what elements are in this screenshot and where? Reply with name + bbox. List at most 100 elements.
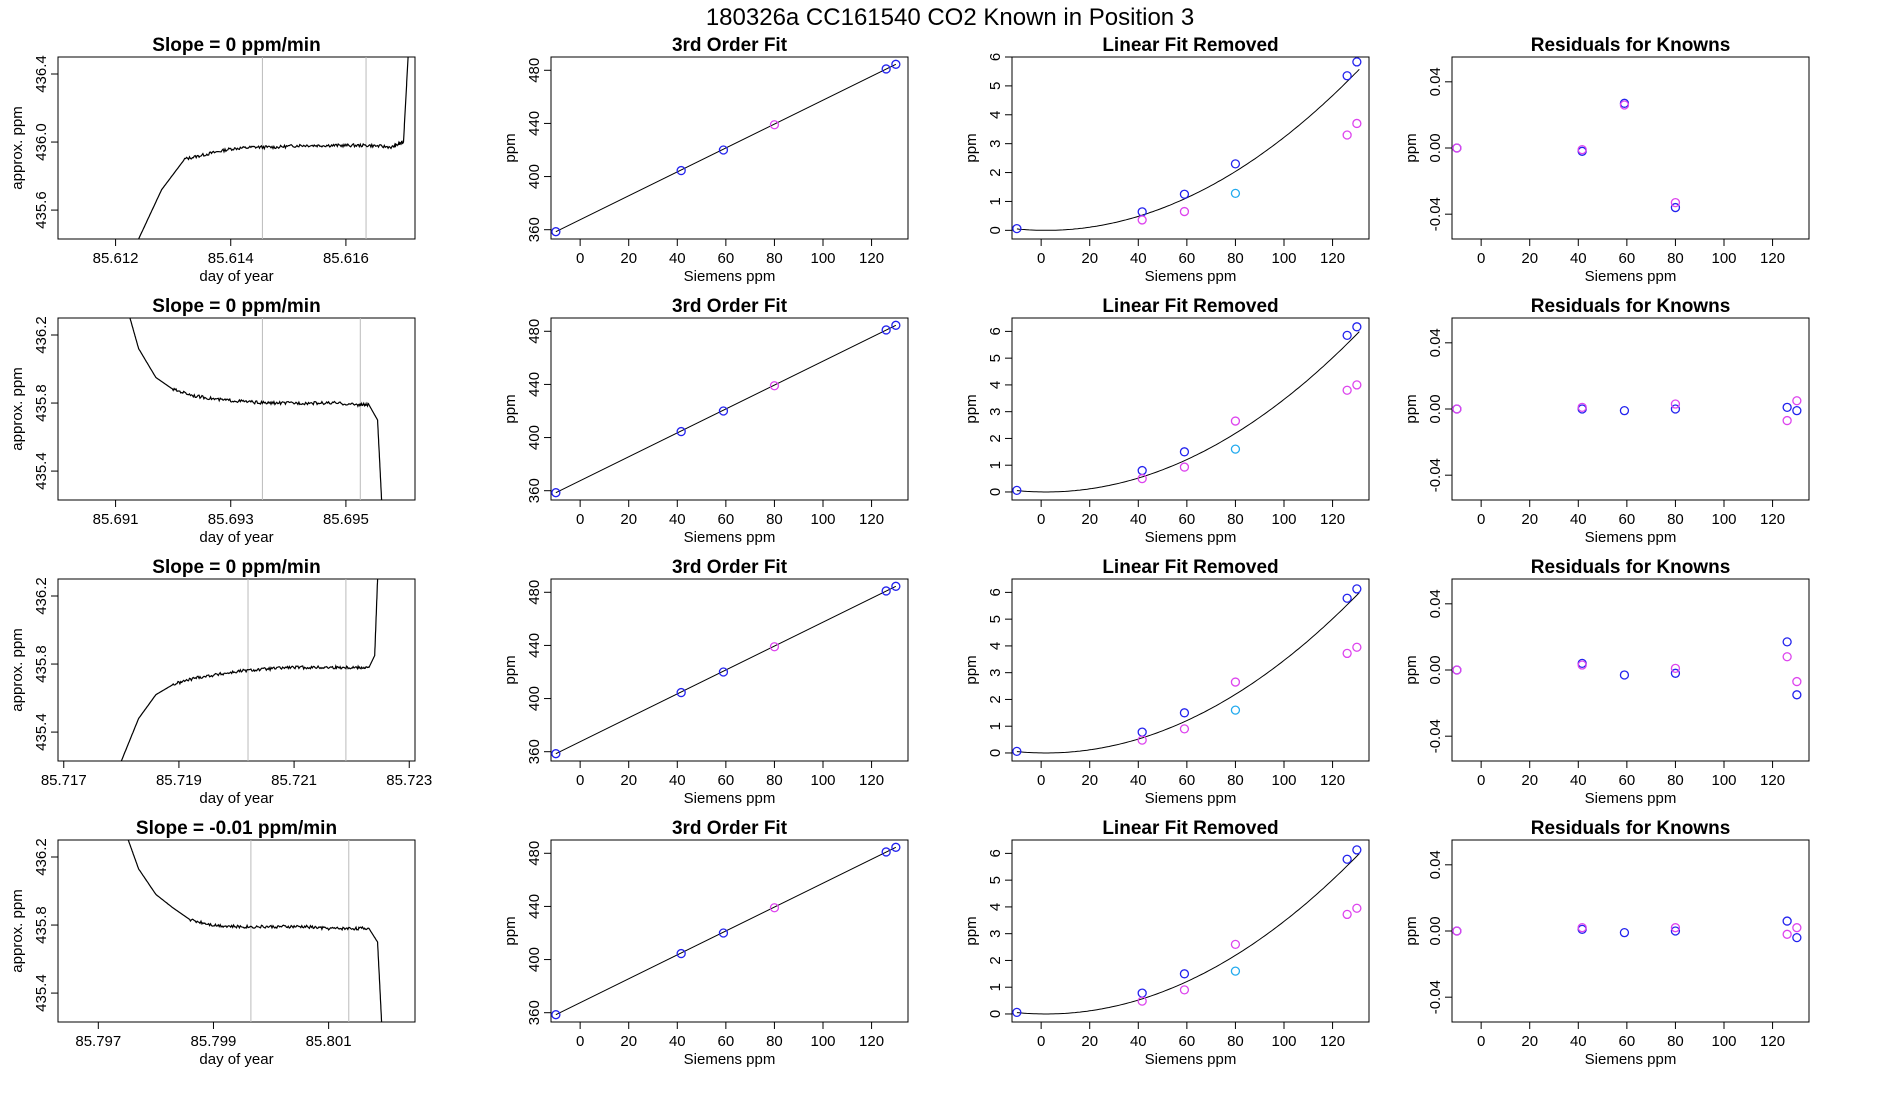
data-point — [891, 320, 901, 330]
data-point — [1230, 677, 1241, 687]
y-axis-label: ppm — [1403, 133, 1420, 162]
data-point — [1137, 996, 1147, 1006]
x-tick-label: 80 — [766, 250, 783, 267]
y-axis-label: approx. ppm — [9, 889, 26, 972]
x-axis-label: Siemens ppm — [1145, 790, 1237, 807]
data-point — [1230, 159, 1241, 169]
data-point — [1342, 130, 1352, 140]
panel-resid-4: Residuals for Knowns 0 20 40 60 80 100 120 -0.04… — [1403, 818, 1810, 1068]
y-tick-label: 440 — [526, 372, 543, 397]
y-tick-label: 360 — [526, 217, 543, 242]
y-tick-label: 2 — [987, 956, 1004, 964]
y-tick-label: 480 — [526, 841, 543, 866]
x-tick-label: 40 — [1130, 250, 1147, 267]
panel-title: Slope = 0 ppm/min — [152, 296, 320, 317]
y-tick-label: -0.04 — [1427, 197, 1444, 231]
y-tick-label: 6 — [987, 327, 1004, 335]
plot-data — [1012, 322, 1362, 496]
panel-title: Residuals for Knowns — [1531, 557, 1731, 578]
data-point — [1782, 916, 1792, 926]
panel-title: Linear Fit Removed — [1102, 296, 1278, 317]
data-point — [1452, 404, 1462, 414]
y-tick-label: 360 — [526, 478, 543, 503]
y-axis-label: ppm — [502, 133, 519, 162]
panel-resid-2: Residuals for Knowns 0 20 40 60 80 100 120 -0.04… — [1403, 296, 1810, 546]
y-tick-label: 4 — [987, 381, 1004, 389]
data-point — [1670, 202, 1681, 213]
x-tick-label: 100 — [810, 250, 835, 267]
y-tick-label: 4 — [987, 642, 1004, 650]
x-tick-label: 80 — [1667, 1033, 1684, 1050]
y-tick-label: 400 — [526, 947, 543, 972]
data-point — [551, 1010, 561, 1020]
x-tick-label: 20 — [1521, 1033, 1538, 1050]
data-point — [1230, 416, 1241, 426]
y-tick-label: 6 — [987, 53, 1004, 61]
data-point — [1577, 402, 1587, 412]
y-tick-label: 440 — [526, 111, 543, 136]
data-point — [1619, 406, 1630, 416]
x-tick-label: 80 — [1227, 1033, 1244, 1050]
x-axis-label: Siemens ppm — [684, 529, 776, 546]
panel-trace-2: Slope = 0 ppm/min 85.691 85.693 85.695 435.4… — [9, 296, 416, 546]
x-tick-label: 85.612 — [93, 250, 139, 267]
x-axis-label: day of year — [199, 529, 273, 546]
y-tick-label: 3 — [987, 139, 1004, 147]
data-point — [1782, 402, 1792, 412]
data-point — [1452, 926, 1462, 936]
y-tick-label: 435.4 — [33, 713, 50, 751]
x-tick-label: 120 — [1760, 250, 1785, 267]
x-tick-label: 120 — [1760, 511, 1785, 528]
plot-data — [551, 59, 901, 237]
panel-title: Slope = -0.01 ppm/min — [136, 818, 337, 839]
data-point — [676, 687, 686, 698]
x-tick-label: 60 — [718, 250, 735, 267]
fit-line — [555, 324, 897, 494]
data-point — [1342, 648, 1352, 659]
x-tick-label: 40 — [1130, 511, 1147, 528]
y-axis-label: approx. ppm — [9, 367, 26, 450]
x-tick-label: 20 — [1521, 250, 1538, 267]
data-point — [1230, 966, 1241, 976]
x-tick-label: 100 — [1711, 250, 1736, 267]
plot-frame — [1451, 578, 1810, 762]
data-point — [1012, 1007, 1022, 1018]
y-tick-label: 0.04 — [1427, 850, 1444, 879]
y-tick-label: 400 — [526, 164, 543, 189]
x-tick-label: 80 — [1667, 772, 1684, 789]
panel-title: Residuals for Knowns — [1531, 818, 1731, 839]
y-tick-label: 4 — [987, 111, 1004, 119]
data-point — [1577, 923, 1587, 933]
y-tick-label: 435.8 — [33, 906, 50, 944]
x-tick-label: 40 — [1570, 250, 1587, 267]
plot-data — [551, 320, 901, 498]
y-tick-label: 6 — [987, 588, 1004, 596]
x-tick-label: 100 — [1711, 511, 1736, 528]
x-tick-label: 0 — [1037, 511, 1045, 528]
y-tick-label: 0 — [987, 488, 1004, 496]
data-point — [1352, 642, 1362, 652]
x-tick-label: 0 — [1477, 1033, 1485, 1050]
x-axis-label: Siemens ppm — [1585, 1051, 1677, 1068]
x-tick-label: 85.801 — [306, 1033, 352, 1050]
x-tick-label: 80 — [1667, 250, 1684, 267]
x-tick-label: 40 — [669, 1033, 686, 1050]
data-point — [1179, 189, 1190, 199]
panel-title: 3rd Order Fit — [672, 818, 788, 839]
data-point — [1137, 215, 1147, 225]
data-point — [1137, 727, 1147, 737]
x-tick-label: 100 — [1271, 1033, 1296, 1050]
y-axis-label: approx. ppm — [9, 628, 26, 711]
panel-fit-4: 3rd Order Fit 0 20 40 60 80 100 120 360 400 440 480… — [502, 818, 909, 1068]
x-tick-label: 0 — [1477, 772, 1485, 789]
fit-line — [555, 63, 897, 233]
plot-data — [127, 840, 383, 1022]
x-tick-label: 100 — [810, 772, 835, 789]
x-tick-label: 85.695 — [323, 511, 369, 528]
trace-line — [138, 57, 409, 239]
x-tick-label: 120 — [1320, 511, 1345, 528]
x-tick-label: 40 — [669, 250, 686, 267]
x-tick-label: 60 — [718, 1033, 735, 1050]
y-tick-label: 400 — [526, 425, 543, 450]
y-tick-label: 400 — [526, 686, 543, 711]
